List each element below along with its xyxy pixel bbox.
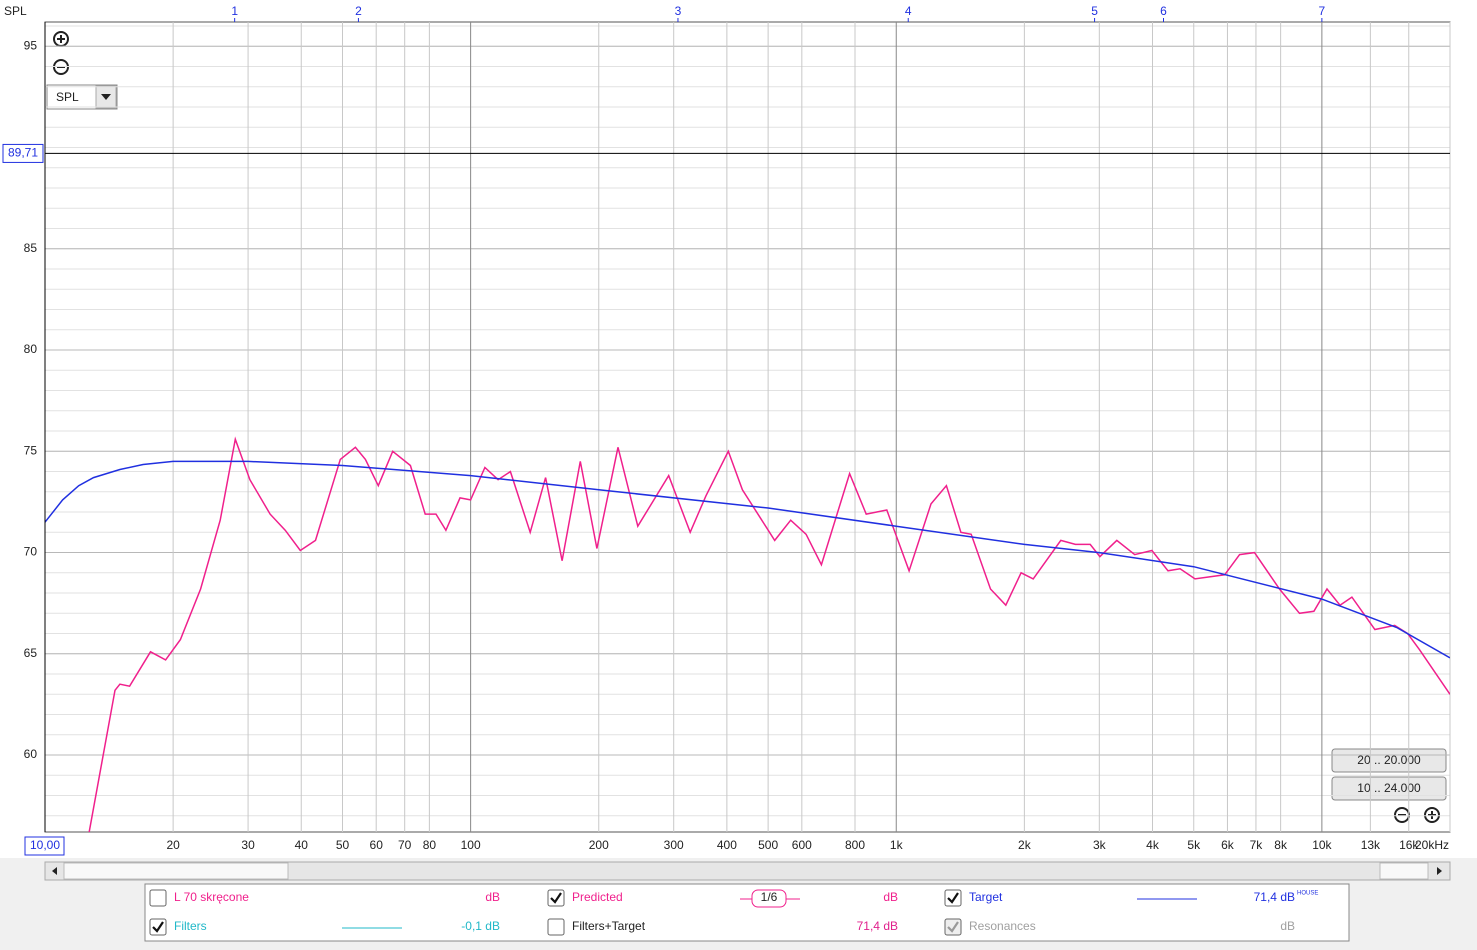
x-tick-label: 200: [589, 838, 609, 852]
legend-name: Target: [969, 890, 1003, 904]
checkmark: [152, 921, 164, 933]
x-tick-label: 400: [717, 838, 737, 852]
x-tick-label: 30: [241, 838, 255, 852]
y-cursor-label: 89,71: [8, 146, 38, 160]
x-tick-label: 6k: [1221, 838, 1235, 852]
y-tick-label: 85: [24, 241, 38, 255]
y-tick-label: 75: [24, 443, 38, 457]
scrollbar[interactable]: [44, 861, 1451, 881]
x-tick-label: 13k: [1361, 838, 1381, 852]
plot-area: [44, 21, 1451, 833]
checkmark: [947, 892, 959, 904]
x-tick-label: 2k: [1018, 838, 1032, 852]
x-tick-label: 80: [423, 838, 437, 852]
legend-readout: 71,4 dB: [1254, 890, 1295, 904]
y-tick-label: 80: [24, 342, 38, 356]
checkbox: [149, 918, 167, 936]
checkbox: [944, 889, 962, 907]
readout-note: HOUSE: [1297, 891, 1318, 897]
checkbox: [547, 889, 565, 907]
marker-label: 5: [1091, 4, 1098, 18]
legend-item[interactable]: Predicted dB 1/6: [547, 889, 898, 908]
legend-readout: dB: [485, 890, 500, 904]
y-tick-label: 70: [24, 545, 38, 559]
legend-readout: -0,1 dB: [461, 919, 500, 933]
x-tick-label: 40: [295, 838, 309, 852]
range-button[interactable]: 10 .. 24.000: [1331, 776, 1447, 801]
legend-name: Filters+Target: [572, 919, 646, 933]
legend-item[interactable]: L 70 skręcone dB: [149, 889, 500, 907]
y-axis-label: SPL: [4, 4, 27, 18]
dropdown[interactable]: SPL: [46, 84, 118, 110]
legend-item[interactable]: Filters+Target 71,4 dB: [547, 918, 898, 936]
x-tick-label: 4k: [1146, 838, 1160, 852]
legend-name: Predicted: [572, 890, 623, 904]
y-tick-label: 60: [24, 747, 38, 761]
checkmark: [550, 892, 562, 904]
series-line: [88, 436, 1450, 832]
x-tick-label: 8k: [1274, 838, 1288, 852]
x-tick-label: 70: [398, 838, 412, 852]
x-tick-label: 1k: [890, 838, 904, 852]
y-cursor-box: [2, 143, 44, 163]
x-zoom-in[interactable]: [1424, 807, 1440, 823]
range-button-label: 10 .. 24.000: [1357, 781, 1421, 795]
x-tick-label: 7k: [1250, 838, 1264, 852]
checkbox: [944, 918, 962, 936]
x-tick-label: 300: [664, 838, 684, 852]
x-tick-label: 100: [461, 838, 481, 852]
x-cursor-label: 10,00: [30, 838, 60, 852]
dropdown-label: SPL: [56, 90, 79, 104]
legend-panel: [144, 883, 1350, 942]
legend-name: L 70 skręcone: [174, 890, 249, 904]
legend-name: Resonances: [969, 919, 1036, 933]
legend-item[interactable]: Filters -0,1 dB: [149, 918, 500, 936]
range-button-label: 20 .. 20.000: [1357, 753, 1421, 767]
smoothing-label: 1/6: [761, 890, 778, 904]
x-tick-label: 20kHz: [1415, 838, 1449, 852]
y-tick-label: 95: [24, 38, 38, 52]
legend-item[interactable]: Target 71,4 dB HOUSE: [944, 889, 1318, 907]
marker-label: 6: [1160, 4, 1167, 18]
checkbox: [149, 889, 167, 907]
legend-readout: 71,4 dB: [857, 919, 898, 933]
x-tick-label: 10k: [1312, 838, 1332, 852]
legend-readout: dB: [883, 890, 898, 904]
marker-label: 3: [675, 4, 682, 18]
legend-name: Filters: [174, 919, 207, 933]
series-line: [45, 460, 1450, 659]
x-tick-label: 5k: [1187, 838, 1201, 852]
x-tick-label: 50: [336, 838, 350, 852]
y-tick-label: 65: [24, 646, 38, 660]
x-tick-label: 3k: [1093, 838, 1107, 852]
marker-label: 7: [1319, 4, 1326, 18]
x-tick-label: 600: [792, 838, 812, 852]
legend-readout: dB: [1280, 919, 1295, 933]
x-tick-label: 16k: [1399, 838, 1419, 852]
x-tick-label: 60: [370, 838, 384, 852]
marker-label: 4: [905, 4, 912, 18]
smoothing-box: [751, 889, 787, 908]
x-cursor-box: [24, 836, 65, 856]
x-tick-label: 20: [166, 838, 180, 852]
checkbox: [547, 918, 565, 936]
legend-item[interactable]: Resonances dB: [944, 918, 1295, 936]
range-button[interactable]: 20 .. 20.000: [1331, 748, 1447, 773]
checkmark: [947, 921, 959, 933]
x-tick-label: 500: [758, 838, 778, 852]
marker-label: 2: [355, 4, 362, 18]
x-tick-label: 800: [845, 838, 865, 852]
marker-label: 1: [231, 4, 238, 18]
